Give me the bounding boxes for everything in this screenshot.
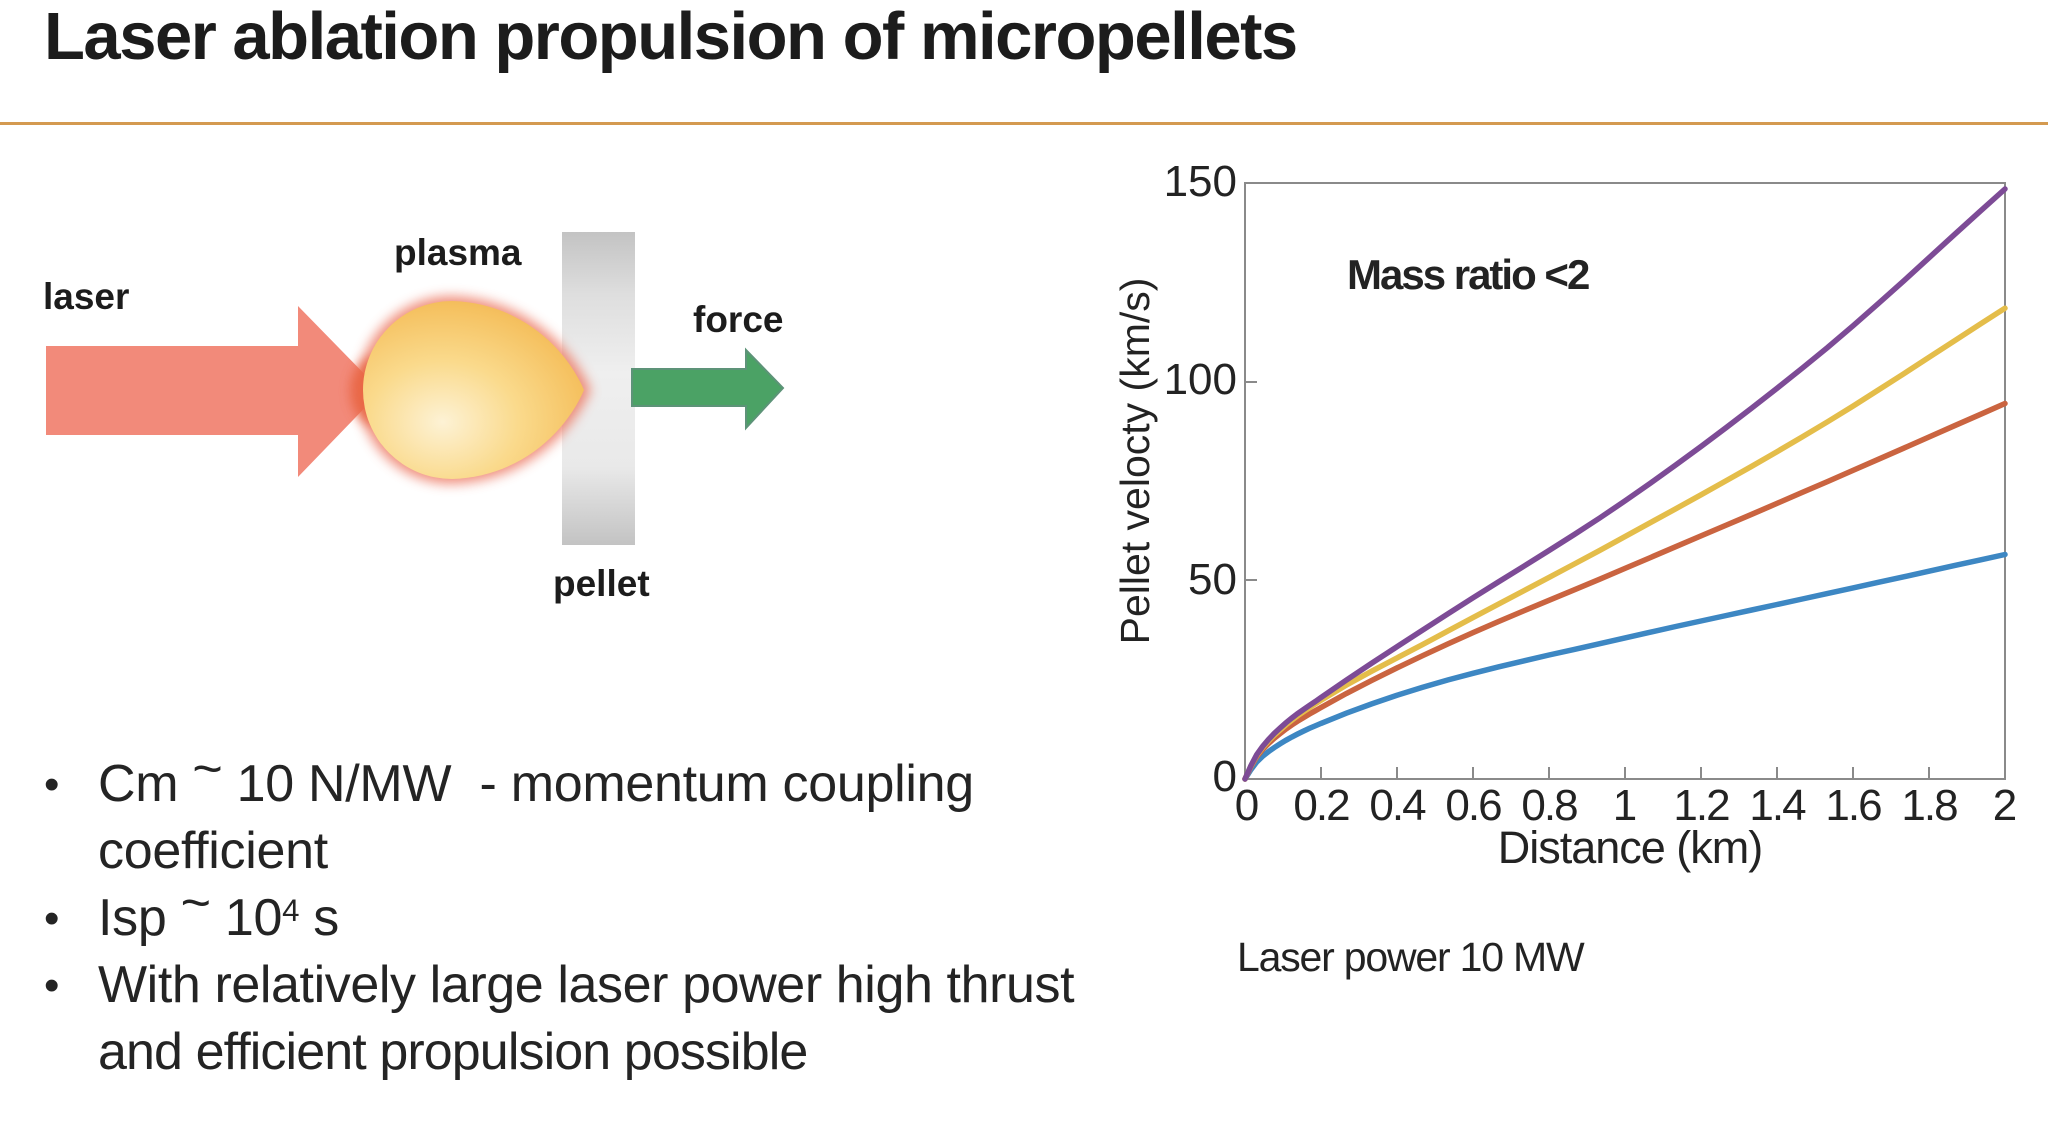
- svg-text:0.2: 0.2: [1293, 781, 1349, 830]
- svg-text:Laser power 10 MW: Laser power 10 MW: [1237, 934, 1585, 980]
- svg-text:100: 100: [1164, 355, 1237, 404]
- svg-text:1.8: 1.8: [1901, 781, 1957, 830]
- svg-text:1.6: 1.6: [1825, 781, 1881, 830]
- svg-text:50: 50: [1188, 555, 1237, 604]
- svg-text:0: 0: [1235, 781, 1259, 830]
- svg-text:150: 150: [1164, 157, 1237, 206]
- svg-text:2: 2: [1993, 781, 2017, 830]
- svg-text:0: 0: [1213, 752, 1237, 801]
- svg-text:1.2: 1.2: [1673, 781, 1729, 830]
- svg-text:0.4: 0.4: [1369, 781, 1426, 830]
- svg-text:1: 1: [1613, 781, 1637, 830]
- svg-text:Mass ratio <2: Mass ratio <2: [1347, 251, 1589, 298]
- svg-text:Distance (km): Distance (km): [1498, 822, 1763, 873]
- svg-text:0.8: 0.8: [1521, 781, 1577, 830]
- svg-text:1.4: 1.4: [1749, 781, 1806, 830]
- svg-text:0.6: 0.6: [1445, 781, 1501, 830]
- svg-text:Pellet velocty (km/s): Pellet velocty (km/s): [1112, 278, 1158, 645]
